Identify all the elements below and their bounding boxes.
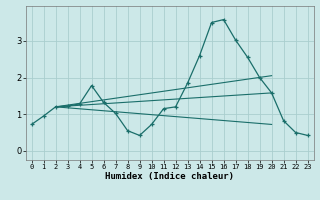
X-axis label: Humidex (Indice chaleur): Humidex (Indice chaleur) — [105, 172, 234, 181]
